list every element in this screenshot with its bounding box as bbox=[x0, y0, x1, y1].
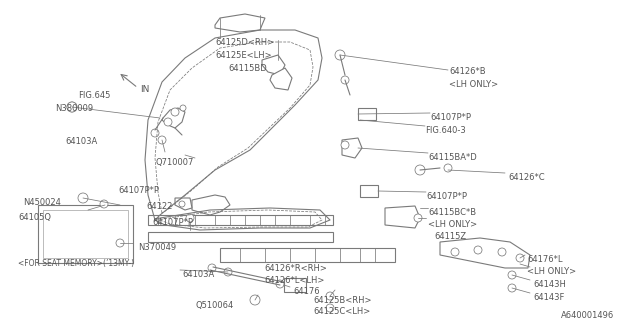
Circle shape bbox=[276, 280, 284, 288]
Text: <LH ONLY>: <LH ONLY> bbox=[527, 267, 576, 276]
Circle shape bbox=[414, 214, 422, 222]
Polygon shape bbox=[270, 68, 292, 90]
Text: 64107P*P: 64107P*P bbox=[430, 113, 471, 122]
Polygon shape bbox=[192, 195, 230, 215]
Text: 64125C<LH>: 64125C<LH> bbox=[313, 307, 371, 316]
Circle shape bbox=[508, 271, 516, 279]
Circle shape bbox=[55, 240, 65, 250]
Circle shape bbox=[335, 50, 345, 60]
Text: IN: IN bbox=[140, 85, 149, 94]
Text: N370049: N370049 bbox=[138, 243, 176, 252]
Text: <FOR SEAT MEMORY>(’13MY-): <FOR SEAT MEMORY>(’13MY-) bbox=[18, 259, 134, 268]
Circle shape bbox=[498, 248, 506, 256]
Circle shape bbox=[55, 215, 65, 225]
Text: 64122: 64122 bbox=[146, 202, 172, 211]
Circle shape bbox=[90, 215, 100, 225]
Polygon shape bbox=[385, 206, 420, 228]
Text: FIG.645: FIG.645 bbox=[78, 91, 110, 100]
Circle shape bbox=[90, 240, 100, 250]
Text: 64176*L: 64176*L bbox=[527, 255, 563, 264]
Text: <LH ONLY>: <LH ONLY> bbox=[428, 220, 477, 229]
Polygon shape bbox=[440, 238, 530, 268]
Circle shape bbox=[326, 304, 334, 312]
Circle shape bbox=[67, 102, 77, 112]
Circle shape bbox=[158, 136, 166, 144]
Circle shape bbox=[151, 129, 159, 137]
Polygon shape bbox=[215, 14, 265, 32]
Bar bbox=[148, 215, 333, 225]
Circle shape bbox=[171, 108, 179, 116]
Circle shape bbox=[474, 246, 482, 254]
Text: Q710007: Q710007 bbox=[155, 158, 193, 167]
Text: 64125E<LH>: 64125E<LH> bbox=[215, 51, 271, 60]
Bar bbox=[284, 278, 306, 292]
Bar bbox=[358, 108, 376, 120]
Circle shape bbox=[78, 193, 88, 203]
Polygon shape bbox=[342, 138, 362, 158]
Text: 64103A: 64103A bbox=[65, 137, 97, 146]
Text: 64126*B: 64126*B bbox=[449, 67, 486, 76]
Text: 64105Q: 64105Q bbox=[18, 213, 51, 222]
Circle shape bbox=[164, 118, 172, 126]
Text: 64143H: 64143H bbox=[533, 280, 566, 289]
Text: 64126*C: 64126*C bbox=[508, 173, 545, 182]
Text: 64107P*P: 64107P*P bbox=[426, 192, 467, 201]
Circle shape bbox=[250, 295, 260, 305]
Text: 64125D<RH>: 64125D<RH> bbox=[215, 38, 274, 47]
Circle shape bbox=[508, 284, 516, 292]
Text: 64115Z: 64115Z bbox=[434, 232, 466, 241]
Text: A640001496: A640001496 bbox=[561, 311, 614, 320]
Text: 64115BC*B: 64115BC*B bbox=[428, 208, 476, 217]
Text: 64103A: 64103A bbox=[182, 270, 214, 279]
Bar bbox=[148, 232, 333, 242]
Circle shape bbox=[444, 164, 452, 172]
Text: 64115BD: 64115BD bbox=[228, 64, 267, 73]
Circle shape bbox=[208, 264, 216, 272]
Bar bbox=[38, 205, 133, 263]
Text: 64126*R<RH>: 64126*R<RH> bbox=[264, 264, 327, 273]
Text: 64107P*P: 64107P*P bbox=[152, 218, 193, 227]
Circle shape bbox=[326, 292, 334, 300]
Polygon shape bbox=[162, 108, 185, 128]
Polygon shape bbox=[262, 55, 285, 75]
Text: <LH ONLY>: <LH ONLY> bbox=[449, 80, 498, 89]
Text: 64176: 64176 bbox=[293, 287, 319, 296]
Text: Q510064: Q510064 bbox=[196, 301, 234, 310]
Text: 64125B<RH>: 64125B<RH> bbox=[313, 296, 371, 305]
Text: 64107P*P: 64107P*P bbox=[118, 186, 159, 195]
Circle shape bbox=[186, 214, 194, 222]
Text: N380009: N380009 bbox=[55, 104, 93, 113]
Circle shape bbox=[341, 141, 349, 149]
Text: 64115BA*D: 64115BA*D bbox=[428, 153, 477, 162]
Text: 64143F: 64143F bbox=[533, 293, 564, 302]
Circle shape bbox=[341, 76, 349, 84]
Text: FIG.640-3: FIG.640-3 bbox=[425, 126, 466, 135]
Text: 64126*L<LH>: 64126*L<LH> bbox=[264, 276, 324, 285]
Circle shape bbox=[179, 201, 185, 207]
Circle shape bbox=[415, 165, 425, 175]
Circle shape bbox=[180, 105, 186, 111]
Circle shape bbox=[67, 102, 77, 112]
Circle shape bbox=[224, 268, 232, 276]
Bar bbox=[360, 185, 378, 197]
Bar bbox=[220, 248, 395, 262]
Circle shape bbox=[451, 248, 459, 256]
Circle shape bbox=[100, 200, 108, 208]
Bar bbox=[43, 210, 128, 258]
Polygon shape bbox=[175, 198, 192, 210]
Circle shape bbox=[516, 254, 524, 262]
Text: N450024: N450024 bbox=[23, 198, 61, 207]
Circle shape bbox=[116, 239, 124, 247]
